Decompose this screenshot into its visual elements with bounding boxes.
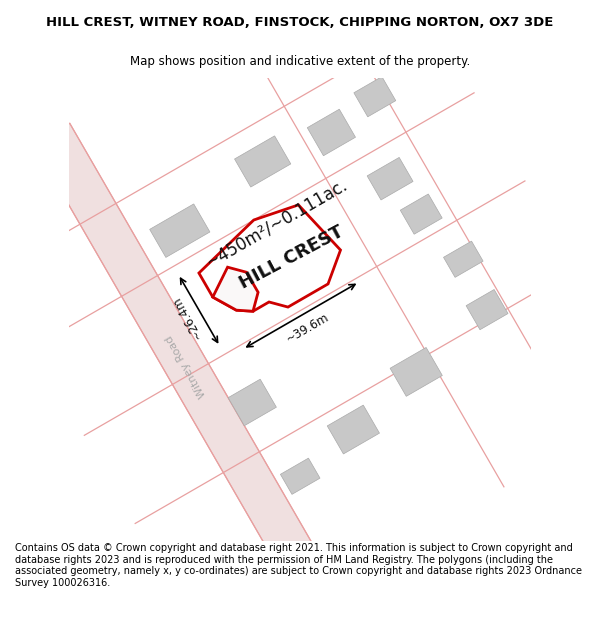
Text: HILL CREST: HILL CREST (236, 222, 346, 292)
Text: ~26.4m: ~26.4m (170, 293, 205, 341)
Polygon shape (209, 254, 260, 304)
Polygon shape (213, 267, 258, 311)
Text: Contains OS data © Crown copyright and database right 2021. This information is : Contains OS data © Crown copyright and d… (15, 543, 582, 588)
Polygon shape (235, 136, 291, 187)
Text: Map shows position and indicative extent of the property.: Map shows position and indicative extent… (130, 54, 470, 68)
Text: Witney Road: Witney Road (164, 333, 208, 399)
Text: ~450m²/~0.111ac.: ~450m²/~0.111ac. (202, 175, 350, 271)
Polygon shape (354, 77, 396, 117)
Polygon shape (228, 379, 277, 426)
Polygon shape (327, 405, 379, 454)
Polygon shape (390, 348, 442, 396)
Polygon shape (307, 109, 355, 156)
Polygon shape (199, 205, 341, 311)
Text: HILL CREST, WITNEY ROAD, FINSTOCK, CHIPPING NORTON, OX7 3DE: HILL CREST, WITNEY ROAD, FINSTOCK, CHIPP… (46, 16, 554, 29)
Text: ~39.6m: ~39.6m (284, 310, 332, 345)
Polygon shape (280, 458, 320, 494)
Polygon shape (466, 289, 508, 330)
Polygon shape (400, 194, 442, 234)
Polygon shape (443, 241, 483, 278)
Polygon shape (149, 204, 210, 258)
Polygon shape (367, 158, 413, 200)
Polygon shape (34, 123, 347, 625)
